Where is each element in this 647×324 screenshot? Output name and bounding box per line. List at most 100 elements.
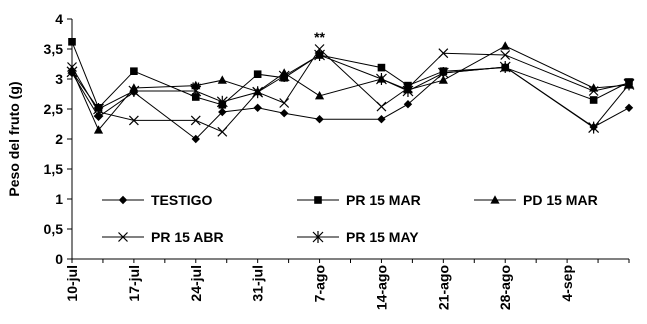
series-line: [71, 48, 630, 133]
y-tick-label: 3,5: [44, 41, 64, 57]
legend-swatch-marker: [312, 231, 324, 243]
series-pd-15-mar: [67, 41, 634, 134]
x-marker-stroke: [588, 86, 599, 96]
data-point: [190, 115, 201, 126]
data-point: [314, 49, 325, 61]
y-tick-label: 3: [55, 71, 63, 87]
x-marker-stroke: [128, 115, 139, 126]
data-point: [218, 107, 227, 117]
data-point: [279, 98, 290, 108]
x-marker-stroke: [217, 126, 228, 137]
data-point: [94, 112, 103, 121]
legend-swatch-marker: [118, 195, 128, 205]
data-point: [438, 75, 448, 84]
x-marker-stroke: [438, 48, 449, 59]
data-point: [377, 115, 386, 124]
y-tick-label: 2: [55, 131, 63, 147]
legend-label: PD 15 MAR: [523, 192, 598, 208]
x-marker-stroke: [376, 101, 387, 112]
annotations: ** **: [190, 29, 325, 95]
y-tick-label: 0: [55, 251, 63, 267]
legend-label: PR 15 MAR: [346, 192, 421, 208]
data-point: [588, 86, 599, 96]
data-point: [66, 65, 78, 78]
legend-item: PD 15 MAR: [474, 192, 598, 208]
y-axis-label: Peso del fruto (g): [6, 81, 22, 196]
series-pr-15-mar: [68, 38, 633, 112]
x-tick-label: 10-jul: [64, 265, 80, 302]
data-point: [376, 101, 387, 112]
x-ticks: 10-jul 17-jul 24-jul 31-jul 7-ago 14-ago 21-ag…: [64, 259, 630, 310]
x-tick-label: 14-ago: [373, 265, 389, 310]
data-point: [252, 86, 264, 99]
series-line: [71, 41, 630, 109]
series-layer: [66, 38, 635, 144]
legend-swatch-marker: [314, 196, 322, 204]
data-point: [588, 121, 600, 134]
y-tick-label: 1: [55, 191, 63, 207]
data-point: [191, 134, 200, 144]
legend-item: PR 15 MAY: [297, 229, 419, 245]
series-line: [71, 54, 630, 129]
y-tick-label: 4: [55, 11, 63, 27]
data-point: [402, 85, 414, 97]
data-point: [278, 70, 290, 82]
data-point: [128, 115, 139, 126]
legend: TESTIGO PR 15 MAR PD 15 MAR PR 15 ABR PR 15 …: [97, 186, 627, 252]
data-point: [376, 73, 387, 85]
data-point: [279, 109, 289, 118]
data-point: [624, 103, 634, 112]
data-point: [190, 85, 202, 97]
series-line: [71, 45, 630, 131]
legend-swatch-marker: [490, 195, 500, 204]
legend-background: [97, 186, 627, 252]
x-tick-label: 21-ago: [435, 265, 451, 310]
data-point: [499, 61, 511, 73]
significance-annotation: **: [314, 29, 325, 45]
x-tick-label: 4-sep: [559, 265, 575, 302]
data-point: [93, 103, 104, 115]
x-tick-label: 31-jul: [250, 265, 266, 302]
x-marker-stroke: [500, 50, 511, 60]
data-point: [68, 38, 76, 46]
y-tick-label: 1,5: [44, 161, 64, 177]
legend-label: PR 15 MAY: [346, 229, 419, 245]
series-testigo: [67, 62, 634, 144]
x-marker-stroke: [118, 232, 128, 242]
x-tick-label: 17-jul: [126, 265, 142, 302]
significance-annotation: **: [190, 79, 201, 95]
data-point: [589, 96, 598, 104]
legend-label: PR 15 ABR: [151, 229, 224, 245]
data-point: [500, 50, 511, 60]
data-point: [437, 67, 449, 79]
data-point: [128, 85, 140, 97]
x-tick-label: 28-ago: [497, 265, 513, 310]
data-point: [130, 67, 138, 75]
legend-label: TESTIGO: [151, 192, 213, 208]
data-point: [315, 115, 324, 124]
data-point: [216, 95, 228, 108]
series-pr-15-may: [66, 49, 635, 134]
data-point: [217, 75, 227, 84]
data-point: [500, 41, 510, 50]
data-point: [438, 48, 449, 59]
y-tick-label: 0,5: [44, 221, 64, 237]
data-point: [253, 70, 262, 78]
legend-swatch-marker: [118, 232, 128, 242]
y-tick-label: 2,5: [44, 101, 64, 117]
data-point: [403, 100, 413, 109]
series-pr-15-abr: [67, 44, 634, 137]
legend-item: PR 15 ABR: [102, 229, 224, 245]
data-point: [217, 126, 228, 137]
data-point: [377, 63, 386, 72]
data-point: [93, 125, 104, 134]
legend-item: TESTIGO: [102, 192, 213, 208]
data-point: [314, 91, 325, 100]
data-point: [253, 103, 262, 112]
x-marker-stroke: [279, 98, 290, 108]
x-tick-label: 24-jul: [188, 265, 204, 302]
x-marker-stroke: [190, 115, 201, 126]
x-tick-label: 7-ago: [312, 265, 328, 302]
y-ticks: 0 0,5 1 1,5 2 2,5 3 3,5 4: [44, 11, 72, 267]
